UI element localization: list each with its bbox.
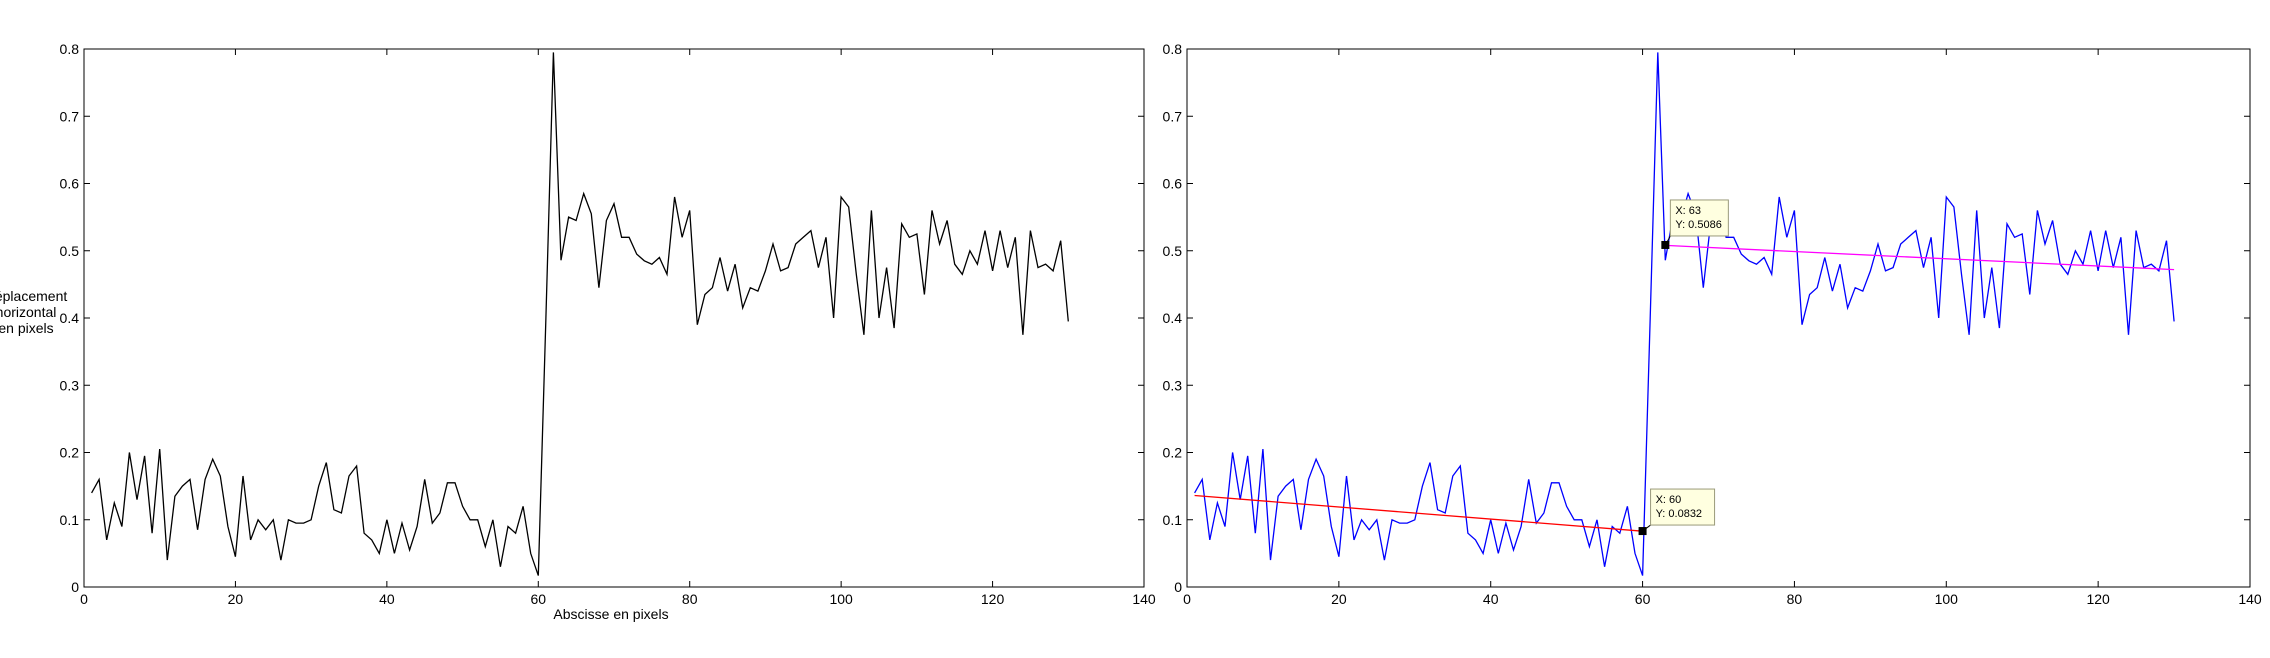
x-tick-label: 140 (1132, 591, 1156, 607)
series-line-0 (91, 52, 1069, 576)
x-tick-label: 140 (2238, 591, 2262, 607)
x-tick-label: 120 (981, 591, 1005, 607)
x-axis-label: Abscisse en pixels (553, 606, 668, 622)
datatip-text: X: 60 (1656, 494, 1682, 506)
x-tick-label: 80 (682, 591, 698, 607)
y-tick-label: 0.8 (60, 41, 80, 57)
y-tick-label: 0.3 (1163, 377, 1183, 393)
y-tick-label: 0.5 (60, 243, 80, 259)
datatip-box (1669, 199, 1729, 237)
x-tick-label: 40 (1483, 591, 1499, 607)
y-tick-label: 0.4 (1163, 310, 1183, 326)
series-line-2 (1665, 244, 2175, 271)
datatip-marker (1638, 527, 1647, 536)
y-tick-label: 0 (71, 579, 79, 595)
y-tick-label: 0.2 (60, 445, 80, 461)
datatip-text: X: 63 (1675, 205, 1701, 217)
x-tick-label: 20 (1331, 591, 1347, 607)
plot-frame (1186, 48, 2251, 588)
x-tick-label: 0 (1183, 591, 1191, 607)
y-tick-label: 0.7 (60, 108, 80, 124)
x-tick-label: 100 (829, 591, 853, 607)
y-tick-label: 0.1 (1163, 512, 1183, 528)
x-tick-label: 60 (1635, 591, 1651, 607)
y-tick-label: 0.5 (1163, 243, 1183, 259)
y-tick-label: 0.2 (1163, 445, 1183, 461)
y-tick-label: 0 (1174, 579, 1182, 595)
x-tick-label: 120 (2086, 591, 2110, 607)
y-axis-label-line-1: Déplacement (0, 288, 67, 304)
y-axis-label-line-2: horizontal (0, 304, 56, 320)
y-tick-label: 0.6 (1163, 176, 1183, 192)
y-axis-label-line-3: en pixels (0, 320, 54, 336)
y-tick-label: 0.3 (60, 377, 80, 393)
chart-right: 0 20 40 60 80 100 120 140 0 0.1 0.2 0.3 0.4 0.5 0.6 0.7… (1163, 41, 2262, 607)
x-tick-label: 40 (379, 591, 395, 607)
datatip-box (1650, 488, 1716, 526)
y-tick-label: 0.1 (60, 512, 80, 528)
x-tick-label: 0 (80, 591, 88, 607)
x-tick-label: 60 (530, 591, 546, 607)
y-tick-label: 0.7 (1163, 108, 1183, 124)
datatip-text: Y: 0.0832 (1656, 508, 1703, 520)
y-tick-label: 0.8 (1163, 41, 1183, 57)
x-tick-label: 80 (1787, 591, 1803, 607)
y-tick-label: 0.6 (60, 176, 80, 192)
y-tick-label: 0.4 (60, 310, 80, 326)
datatip-text: Y: 0.5086 (1675, 219, 1722, 231)
x-tick-label: 100 (1935, 591, 1959, 607)
plot-frame (83, 48, 1145, 588)
x-tick-label: 20 (228, 591, 244, 607)
chart-left: Déplacement horizontal en pixels Absciss… (0, 41, 1156, 622)
series-line-1 (1194, 494, 1643, 532)
datatip-marker (1661, 240, 1670, 249)
